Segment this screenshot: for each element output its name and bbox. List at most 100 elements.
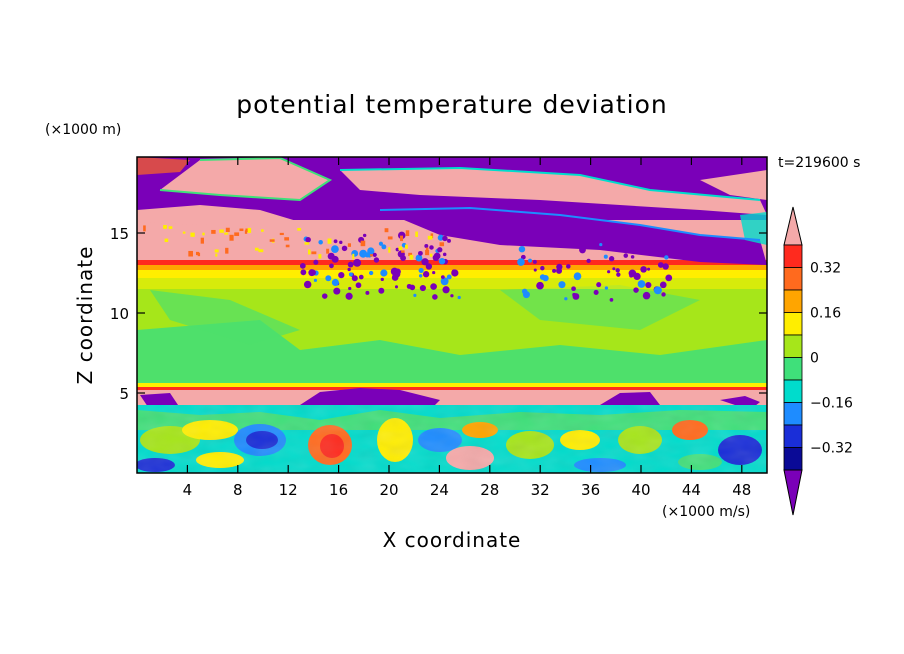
scatter-speck — [200, 237, 204, 244]
plot-frame — [136, 156, 768, 474]
colorbar-top-arrow — [783, 206, 803, 246]
scatter-blob — [433, 252, 441, 260]
scatter-blob — [612, 267, 616, 271]
scatter-blob — [599, 242, 603, 247]
scatter-blob — [437, 247, 443, 253]
scatter-speck — [388, 247, 391, 253]
scatter-speck — [405, 244, 408, 249]
scatter-blob — [664, 255, 669, 260]
scatter-blob — [661, 292, 666, 297]
scatter-speck — [182, 231, 186, 234]
scatter-blob — [628, 269, 637, 278]
scatter-blob — [571, 286, 576, 292]
scatter-speck — [163, 225, 167, 229]
scatter-blob — [313, 259, 319, 265]
x-tick-label-0: 4 — [183, 481, 193, 499]
x-tick-label-4: 20 — [379, 481, 398, 499]
scatter-blob — [539, 274, 546, 280]
scatter-blob — [573, 272, 582, 281]
scatter-speck — [214, 249, 219, 253]
scatter-blob — [409, 284, 416, 291]
scatter-blob — [331, 255, 339, 263]
scatter-blob — [353, 258, 362, 267]
scatter-speck — [384, 228, 389, 233]
scatter-speck — [326, 248, 330, 254]
scatter-blob — [586, 258, 591, 264]
scatter-blob — [378, 241, 384, 246]
scatter-blob — [596, 282, 602, 288]
scatter-blob — [381, 244, 387, 250]
scatter-blob — [647, 267, 651, 271]
scatter-blob — [665, 274, 673, 282]
scatter-speck — [215, 253, 218, 257]
x-tick-label-1: 8 — [233, 481, 243, 499]
scatter-blob — [442, 286, 450, 294]
scatter-speck — [279, 232, 284, 236]
scatter-blob — [579, 246, 586, 254]
scatter-blob — [450, 294, 454, 298]
x-axis-label: X coordinate — [383, 528, 522, 552]
scatter-blob — [447, 238, 451, 243]
colorbar-segment-7 — [783, 402, 803, 426]
scatter-blob — [333, 287, 341, 295]
scatter-blob — [413, 293, 417, 297]
scatter-speck — [304, 242, 310, 245]
plot-area — [137, 157, 767, 473]
scatter-blob — [442, 252, 447, 257]
scatter-blob — [621, 240, 625, 244]
scatter-speck — [261, 229, 264, 232]
scatter-blob — [442, 235, 448, 242]
band-yellow-5 — [137, 383, 767, 387]
scatter-blob — [451, 269, 459, 277]
scatter-speck — [370, 254, 373, 257]
scatter-blob — [372, 252, 377, 258]
scatter-speck — [401, 250, 405, 253]
scatter-blob — [422, 271, 430, 278]
scatter-blob — [425, 263, 433, 270]
scatter-blob — [318, 240, 323, 245]
y-axis: 5 10 15 — [110, 225, 767, 403]
scatter-blob — [572, 234, 581, 243]
scatter-blob — [528, 258, 532, 263]
scatter-blob — [341, 245, 348, 252]
scatter-blob — [653, 244, 658, 248]
scatter-blob — [440, 275, 445, 279]
scatter-speck — [225, 247, 229, 254]
scatter-speck — [398, 246, 403, 251]
scatter-blob — [521, 288, 528, 295]
chart-title: potential temperature deviation — [236, 90, 667, 119]
scatter-blob — [437, 234, 444, 241]
scatter-blob — [419, 284, 426, 292]
scatter-speck — [297, 227, 302, 231]
scatter-blob — [429, 245, 434, 250]
scatter-blob — [333, 239, 338, 244]
y-tick-label-1: 10 — [110, 305, 129, 323]
scatter-blob — [358, 274, 364, 280]
scatter-blob — [558, 281, 566, 289]
scatter-blob — [544, 235, 549, 240]
scatter-blob — [421, 258, 429, 266]
scatter-blob — [438, 258, 446, 265]
x-tick-label-10: 44 — [682, 481, 701, 499]
scatter-blob — [432, 294, 438, 300]
scatter-blob — [446, 274, 452, 280]
scatter-blob — [532, 259, 537, 264]
scatter-speck — [347, 243, 352, 247]
scatter-speck — [202, 232, 205, 236]
scatter-speck — [224, 232, 229, 235]
scatter-speck — [269, 239, 275, 242]
scatter-speck — [427, 235, 433, 240]
scatter-speck — [234, 232, 240, 236]
scatter-blob — [623, 253, 629, 258]
scatter-blobs — [143, 225, 673, 302]
x-tick-label-6: 28 — [480, 481, 499, 499]
colorbar-segment-0 — [783, 244, 803, 268]
colorbar-label-4: −0.32 — [810, 441, 853, 457]
colorbar-label-1: 0.16 — [810, 306, 841, 322]
scatter-blob — [351, 275, 358, 282]
scatter-blob — [355, 282, 362, 289]
scatter-speck — [430, 233, 434, 239]
scatter-blob — [380, 269, 388, 277]
scatter-speck — [239, 228, 244, 232]
